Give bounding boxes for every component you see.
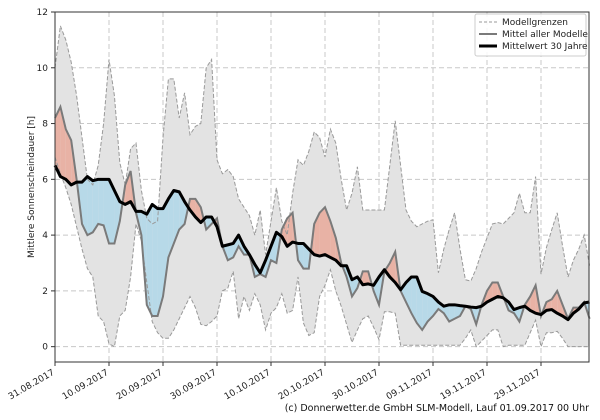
above-normal-fill bbox=[314, 212, 320, 257]
model-range-area bbox=[55, 25, 590, 347]
below-normal-fill bbox=[422, 291, 428, 330]
below-normal-fill bbox=[98, 179, 104, 226]
y-tick-label: 8 bbox=[42, 120, 48, 130]
legend-climate-mean-label: Mittelwert 30 Jahre bbox=[502, 42, 588, 52]
model-mean-line bbox=[54, 103, 591, 332]
climate-mean-line bbox=[53, 164, 590, 322]
above-normal-fill bbox=[65, 129, 72, 185]
y-tick-label: 0 bbox=[42, 343, 48, 353]
y-tick-label: 6 bbox=[42, 175, 48, 185]
below-normal-fill bbox=[454, 304, 460, 319]
below-normal-fill bbox=[227, 243, 234, 261]
below-normal-fill bbox=[411, 276, 417, 323]
legend: Modellgrenzen Mittel aller Modelle Mitte… bbox=[474, 13, 588, 57]
below-normal-fill bbox=[443, 304, 450, 322]
below-normal-fill bbox=[157, 208, 163, 316]
above-normal-fill bbox=[55, 106, 61, 177]
below-normal-fill bbox=[109, 179, 115, 244]
above-normal-fill bbox=[530, 285, 536, 314]
below-normal-fill bbox=[168, 190, 174, 258]
below-normal-fill bbox=[146, 204, 153, 316]
below-normal-fill bbox=[152, 204, 158, 316]
x-tick-label: 19.11.2017 bbox=[439, 368, 489, 402]
model-range-band bbox=[55, 25, 590, 347]
y-tick-label: 12 bbox=[37, 8, 48, 18]
below-normal-fill bbox=[233, 235, 239, 258]
below-normal-fill bbox=[163, 198, 169, 297]
x-tick-label: 30.09.2017 bbox=[169, 368, 219, 402]
below-normal-fill bbox=[271, 232, 277, 263]
x-tick-label: 10.09.2017 bbox=[61, 368, 111, 402]
above-normal-fill bbox=[487, 282, 493, 303]
above-normal-fill bbox=[389, 251, 396, 283]
below-normal-fill bbox=[449, 304, 455, 322]
below-normal-fill bbox=[352, 276, 358, 297]
below-normal-fill bbox=[92, 179, 99, 233]
x-tick-label: 20.09.2017 bbox=[115, 368, 165, 402]
below-normal-fill bbox=[427, 293, 433, 322]
below-normal-fill bbox=[173, 190, 180, 244]
below-normal-fill bbox=[114, 190, 120, 244]
below-normal-fill bbox=[82, 176, 88, 236]
x-tick-label: 09.11.2017 bbox=[385, 368, 435, 402]
above-normal-fill bbox=[557, 290, 563, 316]
above-normal-fill bbox=[551, 290, 558, 314]
above-normal-fill bbox=[125, 170, 131, 205]
above-normal-fill bbox=[281, 218, 288, 247]
x-tick-label: 20.10.2017 bbox=[277, 368, 327, 402]
above-normal-fill bbox=[319, 207, 325, 257]
above-normal-fill bbox=[492, 282, 498, 300]
y-tick-label: 10 bbox=[37, 64, 49, 74]
above-normal-fill bbox=[190, 198, 196, 217]
y-axis-label: Mittlere Sonnenscheindauer [h] bbox=[27, 116, 37, 258]
legend-bounds-label: Modellgrenzen bbox=[502, 18, 568, 28]
x-tick-label: 10.10.2017 bbox=[223, 368, 273, 402]
series-lines bbox=[53, 25, 591, 349]
above-normal-fill bbox=[330, 221, 336, 261]
y-tick-label: 4 bbox=[42, 231, 48, 241]
legend-model-mean-label: Mittel aller Modelle bbox=[502, 30, 588, 40]
below-normal-fill bbox=[265, 246, 271, 277]
x-tick-label: 30.10.2017 bbox=[331, 368, 381, 402]
below-normal-fill bbox=[87, 176, 93, 236]
y-tick-label: 2 bbox=[42, 287, 48, 297]
x-tick-label: 31.08.2017 bbox=[7, 368, 57, 402]
below-normal-fill bbox=[206, 216, 212, 230]
plot-frame bbox=[54, 11, 590, 363]
above-normal-fill bbox=[362, 271, 369, 285]
footer-credit: (c) Donnerwetter.de GmbH SLM-Modell, Lau… bbox=[284, 403, 589, 414]
legend-box bbox=[474, 13, 587, 57]
upper-bound-line bbox=[54, 25, 591, 282]
x-tick-label: 29.11.2017 bbox=[493, 368, 543, 402]
